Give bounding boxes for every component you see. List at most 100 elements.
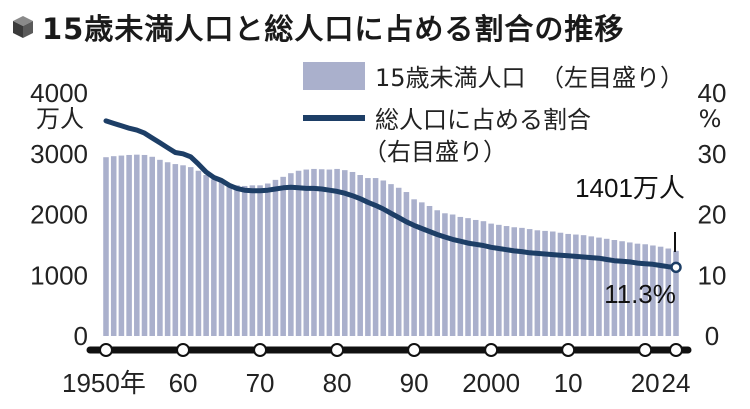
bar-1982 bbox=[349, 171, 356, 336]
legend-line-axis-note: （右目盛り） bbox=[363, 138, 507, 166]
x-tick-label-2020: 20 bbox=[631, 368, 660, 398]
bar-1981 bbox=[342, 170, 348, 336]
bar-1958 bbox=[164, 162, 171, 336]
x-tick-dot-1960 bbox=[176, 343, 191, 357]
left-tick-4000: 4000 bbox=[30, 78, 88, 108]
bar-2009 bbox=[557, 232, 564, 336]
bar-1974 bbox=[288, 173, 294, 336]
right-tick-30: 30 bbox=[698, 139, 727, 169]
bar-1951 bbox=[110, 156, 117, 336]
bar-1979 bbox=[326, 169, 333, 336]
bar-1957 bbox=[157, 159, 163, 336]
left-tick-1000: 1000 bbox=[30, 260, 88, 290]
bar-2023 bbox=[665, 248, 672, 336]
legend-line-label: 総人口に占める割合 bbox=[375, 106, 591, 134]
x-tick-dot-2000 bbox=[484, 343, 499, 357]
bar-1973 bbox=[280, 176, 286, 336]
left-tick-2000: 2000 bbox=[30, 200, 88, 230]
bar-1999 bbox=[480, 221, 487, 336]
title-row: 15歳未満人口と総人口に占める割合の推移 bbox=[12, 6, 624, 48]
bar-1989 bbox=[403, 192, 410, 336]
bar-2024 bbox=[673, 250, 679, 336]
bar-2000 bbox=[488, 223, 494, 336]
left-axis: 0 1000 2000 3000 4000 bbox=[30, 78, 88, 351]
bar-1971 bbox=[264, 183, 271, 336]
bar-1959 bbox=[172, 164, 179, 336]
x-tick-label-2000: 2000 bbox=[462, 368, 520, 398]
bar-1956 bbox=[149, 156, 155, 336]
chart-title: 15歳未満人口と総人口に占める割合の推移 bbox=[42, 12, 625, 46]
bar-1992 bbox=[426, 205, 433, 336]
bar-1993 bbox=[434, 210, 440, 336]
bar-1986 bbox=[380, 180, 387, 336]
bar-2010 bbox=[565, 233, 571, 336]
bar-2003 bbox=[511, 227, 518, 336]
bar-1952 bbox=[118, 155, 125, 336]
bar-2013 bbox=[588, 236, 595, 336]
bar-2018 bbox=[627, 242, 633, 336]
legend-bar-axis-note: （左目盛り） bbox=[540, 64, 684, 92]
right-tick-0: 0 bbox=[705, 321, 719, 351]
bar-1965 bbox=[218, 181, 225, 336]
bar-1988 bbox=[395, 187, 402, 336]
bar-1954 bbox=[134, 154, 140, 336]
bar-1950 bbox=[103, 157, 109, 336]
x-tick-dot-1950 bbox=[99, 343, 113, 357]
bar-2007 bbox=[542, 230, 548, 336]
bar-1966 bbox=[226, 184, 233, 336]
annotation-last-count: 1401万人 bbox=[575, 173, 685, 203]
bar-1964 bbox=[211, 179, 217, 336]
bar-2022 bbox=[657, 246, 664, 336]
x-tick-dot-2020 bbox=[638, 343, 653, 357]
bar-2017 bbox=[619, 241, 625, 336]
bar-1995 bbox=[449, 214, 456, 336]
legend-bar-swatch bbox=[303, 62, 365, 90]
bar-2021 bbox=[650, 245, 656, 336]
right-axis: 0 10 20 30 40 bbox=[698, 78, 727, 351]
bar-2019 bbox=[634, 243, 641, 336]
bar-1970 bbox=[257, 185, 263, 336]
bar-series bbox=[103, 154, 679, 336]
bar-2020 bbox=[642, 244, 648, 336]
bar-1985 bbox=[372, 178, 379, 336]
cube-icon bbox=[13, 16, 33, 38]
bar-1977 bbox=[311, 168, 317, 336]
bar-2004 bbox=[519, 227, 525, 336]
x-tick-label-1980: 80 bbox=[323, 368, 352, 398]
x-tick-label-2024: 24 bbox=[662, 368, 691, 398]
x-tick-dot-1990 bbox=[407, 343, 422, 357]
bar-1955 bbox=[141, 154, 148, 336]
bar-2015 bbox=[603, 238, 610, 336]
right-tick-40: 40 bbox=[698, 78, 727, 108]
bar-1996 bbox=[457, 216, 464, 336]
x-tick-label-1990: 90 bbox=[400, 368, 429, 398]
bar-2014 bbox=[596, 237, 602, 336]
bar-1960 bbox=[180, 165, 186, 336]
x-tick-label-2010: 10 bbox=[554, 368, 583, 398]
left-axis-unit: 万人 bbox=[36, 105, 84, 133]
bar-2005 bbox=[526, 229, 533, 336]
bar-2002 bbox=[503, 226, 510, 336]
bar-1968 bbox=[241, 185, 248, 336]
bar-2001 bbox=[496, 224, 502, 336]
bar-1983 bbox=[357, 175, 363, 336]
bar-1967 bbox=[234, 185, 240, 336]
bar-1953 bbox=[126, 154, 132, 336]
bar-2011 bbox=[573, 234, 579, 336]
bar-1963 bbox=[203, 175, 209, 336]
bar-2006 bbox=[534, 230, 541, 336]
right-axis-unit: % bbox=[699, 105, 722, 133]
x-tick-dot-2024 bbox=[669, 343, 683, 357]
left-tick-3000: 3000 bbox=[30, 139, 88, 169]
x-axis: 1950年 60 70 80 90 2000 10 20 24 bbox=[62, 343, 692, 398]
bar-1961 bbox=[187, 167, 194, 336]
bar-1978 bbox=[318, 169, 325, 336]
legend-bar-label: 15歳未満人口 bbox=[375, 64, 526, 92]
bar-1997 bbox=[465, 218, 471, 336]
x-tick-dot-2010 bbox=[561, 343, 576, 357]
bar-2012 bbox=[580, 235, 587, 336]
right-tick-20: 20 bbox=[698, 200, 727, 230]
bar-1980 bbox=[334, 168, 340, 336]
